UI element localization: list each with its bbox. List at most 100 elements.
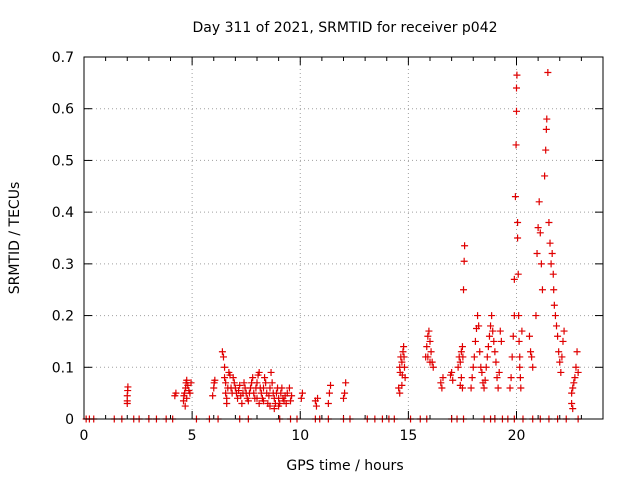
plot-frame [83,56,604,420]
data-point [527,348,535,356]
data-point [525,332,533,340]
data-point [511,193,519,201]
data-point [461,242,469,250]
data-point [536,229,544,237]
data-point [533,250,541,258]
data-point [426,337,434,345]
data-point [513,84,520,92]
data-point [514,234,522,242]
data-point [489,327,497,335]
data-point [259,384,267,392]
data-point [516,363,524,371]
data-point [557,368,565,376]
data-point [186,389,194,397]
data-point [240,379,248,387]
data-point [222,379,230,387]
data-point [277,389,285,397]
data-point [510,275,518,283]
data-point [181,402,189,410]
data-point [496,327,504,335]
data-point [400,353,408,361]
data-point [543,115,551,123]
data-point [429,363,437,371]
data-point [544,69,552,77]
data-point [282,399,290,407]
data-point [268,379,276,387]
data-point [460,257,468,265]
data-point [221,363,229,371]
y-tick-label: 0.6 [52,102,74,118]
data-point [495,368,503,376]
data-point [569,405,577,413]
data-point [469,363,477,371]
data-point [278,384,286,392]
data-point [534,224,542,232]
data-point [324,399,332,407]
data-point [458,343,466,351]
data-point [341,389,349,397]
data-point [542,125,550,133]
data-point [516,353,524,361]
data-point [401,374,409,382]
data-point [265,392,273,400]
data-point [541,172,549,180]
data-point [275,402,283,410]
y-tick-label: 0.3 [52,257,74,273]
data-point [550,301,558,309]
data-point [516,374,524,382]
data-point [298,389,306,397]
data-point [549,270,557,278]
data-point [553,322,561,330]
data-point [400,343,408,351]
data-point [468,374,476,382]
data-point [480,384,488,392]
y-axis-label: SRMTID / TECUs [7,182,23,295]
x-tick-label: 15 [399,428,417,444]
data-point [515,337,523,345]
data-point [183,394,191,402]
data-point [297,394,305,402]
data-point [398,381,406,389]
data-point [437,379,445,387]
data-point [458,384,466,392]
data-point [266,384,274,392]
data-point [528,353,536,361]
data-point [283,389,291,397]
data-point [492,358,500,366]
axis-ticks: 0 5 10 15 20 0 0.1 0.2 0.3 0.4 0.5 0.6 0.7 [52,50,603,444]
data-point [439,374,447,382]
data-point [513,71,521,79]
y-tick-label: 0.2 [52,309,74,325]
data-point [550,286,558,294]
data-point [172,389,180,397]
data-point [571,374,579,382]
data-point [560,327,568,335]
data-point [487,322,495,330]
data-point [493,374,501,382]
data-point [532,312,540,320]
data-point [457,348,465,356]
y-tick-label: 0.1 [52,360,74,376]
data-point [471,337,479,345]
data-point [327,381,335,389]
data-point [474,312,482,320]
data-point [546,239,554,247]
data-point [259,397,267,405]
data-point [262,379,270,387]
data-point [456,358,464,366]
data-point [244,397,252,405]
data-point [484,343,492,351]
data-point [556,358,564,366]
y-tick-label: 0.4 [52,205,74,221]
y-tick-label: 0.5 [52,153,74,169]
data-point [572,363,580,371]
data-point [517,384,525,392]
data-point [538,286,546,294]
data-point [448,368,456,376]
data-point [253,394,261,402]
data-point [490,337,498,345]
chart-title: Day 311 of 2021, SRMTID for receiver p04… [192,20,497,36]
data-point [250,389,258,397]
